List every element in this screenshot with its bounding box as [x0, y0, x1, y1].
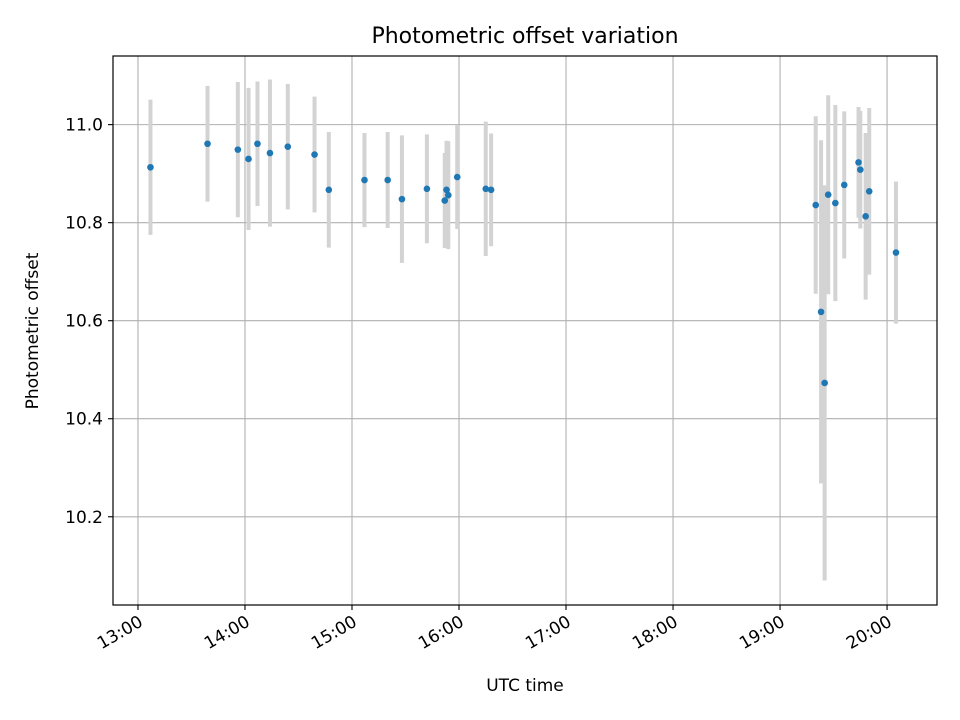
data-point: [832, 199, 839, 207]
data-point: [817, 308, 825, 316]
x-tick-label: 20:00: [843, 612, 895, 654]
data-point: [855, 159, 862, 166]
y-tick-label: 10.2: [65, 508, 103, 528]
data-point: [325, 186, 333, 194]
x-tick-label: 19:00: [736, 612, 788, 654]
chart-title: Photometric offset variation: [371, 24, 678, 49]
errorbar-layer: [148, 79, 898, 581]
y-tick-label: 10.6: [65, 312, 103, 332]
data-point: [445, 191, 452, 199]
point-layer: [147, 140, 900, 387]
data-point: [254, 140, 261, 148]
x-tick-label: 13:00: [94, 612, 146, 654]
tick-layer: 13:00 14:00 15:00 16:00 17:00 18:00 19:00 20:00…: [65, 116, 895, 654]
data-point: [840, 181, 848, 189]
data-point: [245, 155, 252, 163]
data-point: [443, 186, 450, 194]
data-point: [147, 163, 154, 171]
data-point: [384, 176, 391, 184]
data-point: [824, 191, 832, 199]
data-point: [821, 379, 828, 387]
y-axis-label: Photometric offset: [23, 252, 43, 409]
y-tick-label: 10.4: [65, 410, 103, 430]
data-point: [862, 212, 869, 220]
data-point: [453, 173, 461, 181]
data-point: [311, 151, 318, 158]
data-point: [398, 195, 406, 203]
data-point: [423, 185, 431, 193]
data-point: [234, 146, 242, 153]
data-point: [361, 176, 368, 184]
data-point: [892, 249, 900, 256]
data-point: [204, 140, 211, 148]
x-tick-label: 14:00: [201, 612, 253, 654]
data-point: [284, 143, 292, 150]
data-point: [487, 186, 495, 194]
x-tick-label: 16:00: [415, 612, 467, 654]
x-tick-label: 18:00: [629, 612, 681, 654]
plot-frame: [112, 55, 938, 606]
x-axis-label: UTC time: [486, 676, 564, 696]
data-point: [441, 197, 449, 204]
y-tick-label: 10.8: [65, 214, 103, 234]
data-point: [865, 187, 873, 195]
data-point: [482, 185, 490, 193]
x-tick-label: 17:00: [522, 612, 574, 654]
data-point: [266, 149, 274, 157]
y-tick-label: 11.0: [65, 116, 103, 136]
data-point: [857, 166, 864, 174]
data-point: [812, 201, 820, 209]
x-tick-label: 15:00: [308, 612, 360, 654]
